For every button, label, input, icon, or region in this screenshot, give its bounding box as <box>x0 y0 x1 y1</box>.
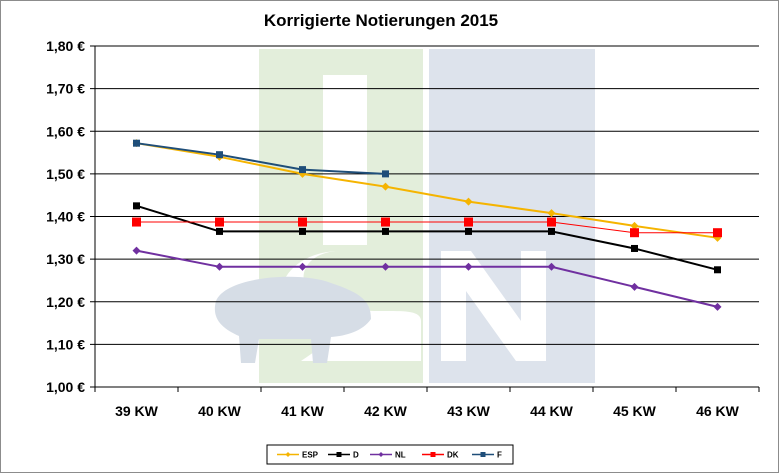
data-point-nl <box>630 282 639 291</box>
data-point-esp <box>630 221 639 230</box>
legend-marker-nl <box>378 452 384 457</box>
y-tick-label: 1,70 € <box>46 81 85 97</box>
legend-marker-dk <box>430 452 436 457</box>
data-point-d <box>216 227 223 235</box>
data-point-dk <box>713 228 722 238</box>
data-point-dk <box>547 217 556 227</box>
data-point-d <box>382 227 389 235</box>
data-point-nl <box>381 262 390 271</box>
series-line-d <box>136 204 718 271</box>
y-tick-label: 1,10 € <box>46 336 85 352</box>
data-point-dk <box>381 217 390 227</box>
y-tick-label: 1,40 € <box>46 209 85 225</box>
data-point-esp <box>464 197 473 206</box>
x-tick-label: 44 KW <box>530 403 574 419</box>
x-tick-label: 41 KW <box>281 403 325 419</box>
legend: ESP D NL DK F <box>266 444 514 465</box>
data-point-dk <box>298 217 307 227</box>
series-line-nl <box>136 249 718 308</box>
data-point-d <box>465 227 472 235</box>
series-dk <box>132 217 722 238</box>
data-point-dk <box>132 217 141 227</box>
series-line-f <box>136 142 386 175</box>
x-axis-ticks: 39 KW 40 KW 41 KW 42 KW 43 KW 44 KW 45 KW 46 KW <box>94 387 760 419</box>
series-line-esp <box>136 142 718 239</box>
data-point-nl <box>132 246 141 255</box>
watermark-pig-silhouette <box>214 276 371 363</box>
data-point-d <box>299 227 306 235</box>
y-axis-ticks: 1,00 € 1,10 € 1,20 € 1,30 € 1,40 € 1,50 € 1,60… <box>46 38 95 395</box>
data-point-nl <box>713 302 722 311</box>
data-point-dk <box>464 217 473 227</box>
series-f <box>133 139 389 178</box>
data-point-esp <box>381 182 390 191</box>
data-point-nl <box>464 262 473 271</box>
data-point-nl <box>298 262 307 271</box>
data-point-f <box>299 166 306 174</box>
x-tick-label: 45 KW <box>613 403 657 419</box>
legend-label-dk: DK <box>447 451 459 460</box>
y-tick-label: 1,60 € <box>46 123 85 139</box>
watermark-letter-i <box>323 75 367 245</box>
watermark-letter-s <box>281 251 421 361</box>
x-tick-label: 43 KW <box>447 403 491 419</box>
data-point-f <box>133 139 140 147</box>
data-point-d <box>714 266 721 274</box>
data-point-f <box>382 170 389 178</box>
legend-label-nl: NL <box>395 451 406 460</box>
legend-label-d: D <box>353 451 359 460</box>
data-point-d <box>133 202 140 210</box>
data-point-d <box>631 244 638 252</box>
y-tick-label: 1,20 € <box>46 294 85 310</box>
legend-label-esp: ESP <box>302 451 319 460</box>
y-tick-label: 1,50 € <box>46 166 85 182</box>
y-tick-label: 1,00 € <box>46 379 85 395</box>
series-line-dk <box>136 221 718 234</box>
gridlines <box>95 45 759 345</box>
watermark-letter-n <box>441 251 546 361</box>
x-tick-label: 42 KW <box>364 403 408 419</box>
legend-label-f: F <box>497 451 502 460</box>
legend-marker-f <box>480 452 486 457</box>
data-point-dk <box>630 228 639 238</box>
series-nl <box>132 246 722 311</box>
data-point-d <box>548 227 555 235</box>
legend-marker-esp <box>285 452 291 457</box>
data-point-esp <box>547 209 556 218</box>
data-point-nl <box>547 262 556 271</box>
x-tick-label: 39 KW <box>115 403 159 419</box>
x-tick-label: 40 KW <box>198 403 242 419</box>
series-d <box>133 202 721 274</box>
data-point-f <box>216 151 223 159</box>
y-tick-label: 1,80 € <box>46 38 85 54</box>
x-tick-label: 46 KW <box>696 403 740 419</box>
data-point-dk <box>215 217 224 227</box>
series-layer <box>132 139 722 311</box>
y-tick-label: 1,30 € <box>46 251 85 267</box>
chart-title: Korrigierte Notierungen 2015 <box>264 11 498 30</box>
data-point-nl <box>215 262 224 271</box>
legend-marker-d <box>336 452 342 457</box>
